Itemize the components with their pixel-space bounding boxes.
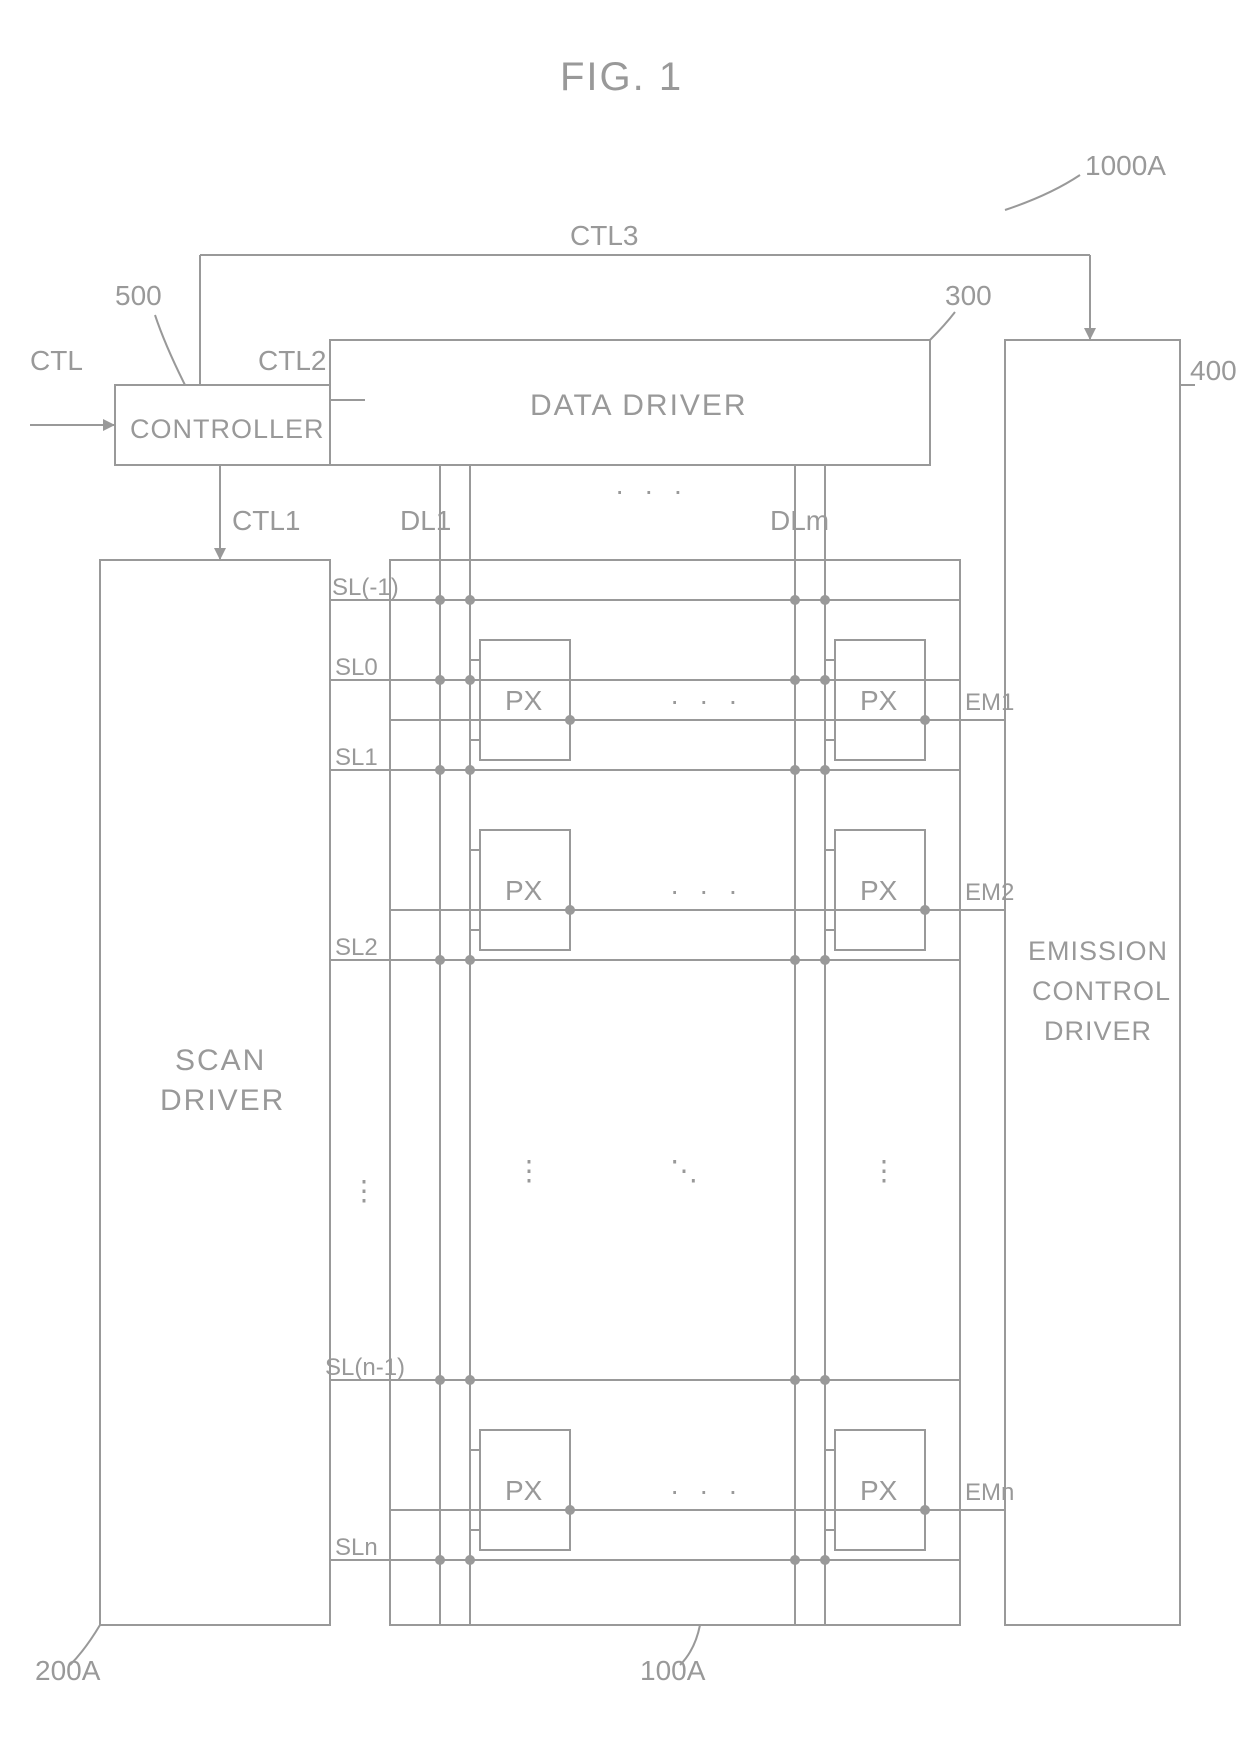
px-1-1-label: PX [505,685,543,716]
leader-500 [155,315,185,385]
ctl1-label: CTL1 [232,505,300,536]
row1-ellipsis: · · · [670,685,744,716]
sl1-label: SL1 [335,744,378,771]
controller-label: CONTROLLER [130,414,325,444]
mid-ellipsis: ⋱ [670,1155,704,1186]
leader-1000a [1005,175,1080,210]
data-driver-label: DATA DRIVER [530,389,748,422]
controller-ref: 500 [115,280,162,311]
panel-ref: 100A [640,1655,706,1686]
em1-label: EM1 [965,689,1014,716]
px-row-1: PX PX · · · [480,640,925,760]
col1-vellipsis: ⋮ [515,1155,543,1186]
ctl-arrow [103,419,115,431]
sl-ellipsis: ⋮ [350,1175,378,1206]
px-2-m-label: PX [860,875,898,906]
figure-title: FIG. 1 [560,55,683,99]
leader-300 [930,312,955,340]
sl0-label: SL0 [335,654,378,681]
emission-label2: CONTROL [1032,976,1171,1006]
colm-vellipsis: ⋮ [870,1155,898,1186]
px-1-m-label: PX [860,685,898,716]
block-diagram: FIG. 1 1000A CONTROLLER CTL 500 CTL1 CTL… [0,0,1240,1753]
ctl2-label: CTL2 [258,345,326,376]
dlm-label: DLm [770,505,829,536]
emission-label1: EMISSION [1028,936,1168,966]
emission-ref: 400 [1190,355,1237,386]
sln-label: SLn [335,1534,378,1561]
em2-label: EM2 [965,879,1014,906]
system-label: 1000A [1085,150,1166,181]
sl-1-label: SL(-1) [332,574,399,601]
ctl3-arrow [1084,328,1096,340]
px-n-m-label: PX [860,1475,898,1506]
emission-label3: DRIVER [1044,1016,1152,1046]
px-row-n: PX PX · · · [480,1430,925,1550]
scan-driver-ref: 200A [35,1655,101,1686]
data-driver-ref: 300 [945,280,992,311]
dl-ellipsis: · · · [615,475,689,506]
px-row-2: PX PX · · · [480,830,925,950]
sln1-label: SL(n-1) [325,1354,405,1381]
scan-driver-label1: SCAN [175,1044,266,1077]
dl1-label: DL1 [400,505,451,536]
ctl1-arrow [214,548,226,560]
row2-ellipsis: · · · [670,875,744,906]
emn-label: EMn [965,1479,1014,1506]
ctl3-label: CTL3 [570,220,638,251]
px-2-1-label: PX [505,875,543,906]
scan-driver-label2: DRIVER [160,1084,285,1117]
px-n-1-label: PX [505,1475,543,1506]
ctl-label: CTL [30,345,83,376]
sl2-label: SL2 [335,934,378,961]
rown-ellipsis: · · · [670,1475,744,1506]
